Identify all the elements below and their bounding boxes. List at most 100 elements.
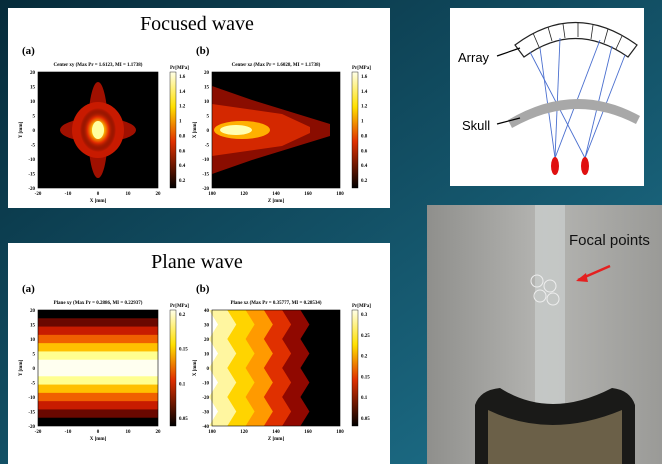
x-tick-label: 140: [272, 192, 280, 197]
y-tick-label: -5: [31, 144, 36, 149]
y-tick-label: -10: [202, 158, 209, 163]
colorbar: [170, 72, 176, 188]
y-tick-label: -20: [202, 187, 209, 192]
heat: [38, 360, 158, 377]
y-axis-label: Y [mm]: [19, 360, 24, 377]
x-tick-label: 180: [336, 192, 344, 197]
y-tick-label: 20: [30, 309, 36, 314]
x-tick-label: 100: [208, 192, 216, 197]
heat: [92, 121, 104, 139]
y-tick-label: -5: [205, 144, 210, 149]
y-tick-label: -20: [28, 425, 35, 430]
y-tick-label: -15: [28, 411, 35, 416]
x-tick-label: -10: [65, 430, 72, 435]
x-tick-label: -20: [35, 430, 42, 435]
heat: [220, 125, 252, 135]
x-tick-label: 160: [304, 430, 312, 435]
colorbar-tick-label: 1.2: [361, 105, 368, 110]
colorbar-tick-label: 0.05: [179, 417, 188, 422]
colorbar-tick-label: 0.25: [361, 334, 370, 339]
panel-label: (a): [22, 283, 35, 295]
colorbar-tick-label: 1.2: [179, 105, 186, 110]
colorbar-label: Pr[MPa]: [170, 304, 189, 309]
title: Focused wave: [140, 13, 254, 35]
y-axis-label: Y [mm]: [19, 122, 24, 139]
y-tick-label: -40: [202, 425, 209, 430]
colorbar-tick-label: 0.15: [179, 348, 188, 353]
y-tick-label: -30: [202, 411, 209, 416]
x-tick-label: 120: [240, 192, 248, 197]
y-tick-label: -10: [202, 382, 209, 387]
x-tick-label: 20: [156, 192, 162, 197]
y-tick-label: 10: [204, 100, 210, 105]
slide: Focused wave Plane wave Array Skull Foca…: [0, 0, 662, 464]
colorbar: [352, 72, 358, 188]
y-tick-label: 40: [204, 309, 210, 314]
colorbar-label: Pr[MPa]: [170, 66, 189, 71]
array-label: Array: [458, 50, 490, 65]
panel-title: Plane xy (Max Pr = 0.2886, MI = 0.22937): [54, 301, 143, 306]
colorbar-tick-label: 0.15: [361, 375, 370, 380]
panel-title: Center xy (Max Pr = 1.6123, MI = 1.1738): [54, 63, 143, 68]
x-tick-label: 160: [304, 192, 312, 197]
photo: Focal points: [427, 205, 662, 464]
x-axis-label: X [mm]: [90, 199, 107, 204]
colorbar-tick-label: 0.1: [179, 382, 186, 387]
colorbar-tick-label: 0.4: [361, 164, 368, 169]
x-tick-label: 180: [336, 430, 344, 435]
photo-label: Focal points: [569, 232, 650, 249]
x-tick-label: 120: [240, 430, 248, 435]
colorbar-tick-label: 0.1: [361, 396, 368, 401]
panel-title: Plane xz (Max Pr = 0.35777, MI = 0.28534…: [230, 301, 321, 306]
colorbar-tick-label: 0.6: [361, 149, 368, 154]
panel-label: (b): [196, 283, 210, 295]
x-axis-label: Z [mm]: [268, 437, 285, 442]
y-tick-label: 15: [30, 86, 36, 91]
colorbar-tick-label: 0.8: [361, 134, 368, 139]
y-tick-label: 15: [30, 324, 36, 329]
y-tick-label: -20: [202, 396, 209, 401]
panel-label: (a): [22, 45, 35, 57]
diagram: Array Skull: [450, 8, 644, 186]
y-tick-label: -20: [28, 187, 35, 192]
y-tick-label: 30: [204, 324, 210, 329]
y-tick-label: 20: [30, 71, 36, 76]
y-axis-label: X [mm]: [193, 359, 198, 376]
colorbar-tick-label: 0.6: [179, 149, 186, 154]
y-axis-label: X [mm]: [193, 121, 198, 138]
colorbar-tick-label: 1.4: [179, 90, 186, 95]
colorbar: [352, 310, 358, 426]
colorbar-tick-label: 1.6: [179, 75, 186, 80]
x-tick-label: 10: [126, 192, 132, 197]
panel-label: (b): [196, 45, 210, 57]
y-tick-label: -15: [202, 173, 209, 178]
colorbar-tick-label: 0.3: [361, 313, 368, 318]
x-tick-label: 10: [126, 430, 132, 435]
y-tick-label: -10: [28, 396, 35, 401]
colorbar-label: Pr[MPa]: [352, 304, 371, 309]
y-tick-label: 20: [204, 338, 210, 343]
panel-title: Center xz (Max Pr = 1.6028, MI = 1.1738): [232, 63, 321, 68]
x-tick-label: 20: [156, 430, 162, 435]
colorbar-tick-label: 1.6: [361, 75, 368, 80]
y-tick-label: 15: [204, 86, 210, 91]
colorbar-tick-label: 0.2: [361, 355, 368, 360]
colorbar: [170, 310, 176, 426]
colorbar-label: Pr[MPa]: [352, 66, 371, 71]
y-tick-label: 10: [30, 338, 36, 343]
skull-label: Skull: [462, 118, 490, 133]
y-tick-label: 10: [204, 353, 210, 358]
colorbar-tick-label: 0.2: [179, 179, 186, 184]
colorbar-tick-label: 0.8: [179, 134, 186, 139]
y-tick-label: 20: [204, 71, 210, 76]
y-tick-label: -10: [28, 158, 35, 163]
colorbar-tick-label: 0.4: [179, 164, 186, 169]
page: Focused wave Plane wave Array Skull Foca…: [0, 0, 662, 464]
y-tick-label: -15: [28, 173, 35, 178]
colorbar-tick-label: 1.4: [361, 90, 368, 95]
title: Plane wave: [151, 251, 243, 273]
x-tick-label: -20: [35, 192, 42, 197]
y-tick-label: 10: [30, 100, 36, 105]
x-tick-label: 140: [272, 430, 280, 435]
x-tick-label: -10: [65, 192, 72, 197]
